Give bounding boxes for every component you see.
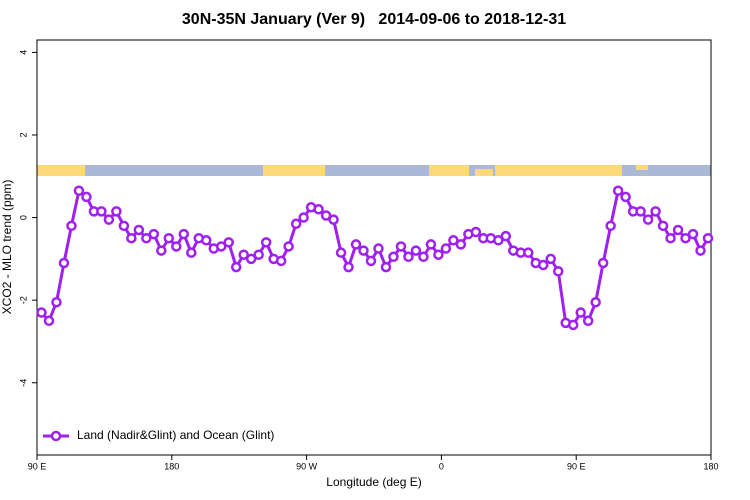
data-point (635, 206, 646, 217)
data-point (283, 241, 294, 252)
x-tick-label: 180 (703, 461, 718, 471)
data-point (403, 251, 414, 263)
data-point (425, 239, 437, 250)
data-point (380, 261, 392, 273)
data-point (215, 241, 227, 252)
data-point (537, 259, 549, 271)
legend: Land (Nadir&Glint) and Ocean (Glint) (43, 428, 274, 442)
data-point (680, 232, 691, 244)
data-point (118, 220, 130, 232)
data-point (320, 210, 332, 221)
y-tick-label: 4 (18, 50, 28, 55)
data-point (313, 204, 324, 215)
data-point (552, 265, 564, 277)
chart-title: 30N-35N January (Ver 9) 2014-09-06 to 20… (182, 11, 566, 28)
data-point (395, 241, 407, 252)
data-point (111, 206, 122, 217)
data-point (590, 296, 601, 308)
data-point (51, 296, 62, 308)
legend-text: Land (Nadir&Glint) and Ocean (Glint) (77, 428, 274, 442)
x-tick-label: 90 W (296, 461, 318, 471)
data-point (245, 253, 257, 265)
data-point (43, 315, 55, 327)
data-point (650, 206, 661, 217)
y-tick-label: -4 (18, 379, 28, 387)
data-point (133, 224, 145, 236)
data-point (350, 239, 362, 250)
data-point (36, 307, 47, 318)
y-tick-label: 0 (18, 215, 28, 220)
data-point (141, 232, 152, 244)
data-point (612, 185, 624, 196)
data-point (582, 315, 594, 327)
data-point (328, 214, 339, 225)
data-point (665, 232, 676, 244)
data-point (223, 237, 234, 248)
data-point (238, 249, 249, 260)
y-axis-label: XCO2 - MLO trend (ppm) (0, 180, 14, 315)
x-tick-label: 90 E (567, 461, 586, 471)
y-tick-label: 2 (18, 132, 28, 137)
data-point (567, 319, 579, 331)
data-point (126, 232, 137, 244)
data-point (230, 261, 242, 273)
data-point (163, 232, 175, 244)
data-point (103, 214, 115, 225)
data-point (148, 228, 160, 240)
data-point (373, 243, 384, 254)
data-point (433, 249, 444, 260)
data-point (620, 191, 631, 203)
data-point (702, 232, 714, 244)
y-tick-label: -2 (18, 296, 28, 304)
data-point (358, 245, 369, 256)
data-point (186, 247, 197, 258)
data-point (448, 235, 459, 246)
data-point (500, 230, 512, 242)
data-point (253, 249, 264, 260)
data-point (81, 191, 92, 203)
data-point (575, 307, 586, 318)
data-point (335, 247, 347, 258)
data-point (73, 185, 85, 196)
data-point (200, 235, 212, 246)
x-tick-label: 90 E (28, 461, 47, 471)
data-point (178, 228, 190, 240)
data-point (695, 245, 706, 256)
data-point (523, 247, 534, 258)
data-point (545, 253, 556, 265)
data-point (388, 251, 399, 263)
x-tick-label: 0 (439, 461, 444, 471)
data-point (605, 220, 616, 232)
data-point (493, 235, 504, 246)
data-point (657, 220, 669, 232)
legend-marker (50, 430, 62, 442)
x-tick-label: 180 (164, 461, 179, 471)
data-point (687, 228, 699, 240)
data-point (365, 255, 377, 267)
data-point (156, 245, 167, 256)
data-point (470, 226, 482, 238)
x-axis-label: Longitude (deg E) (326, 475, 421, 489)
data-point (410, 245, 422, 256)
data-point (455, 239, 467, 250)
data-point (96, 206, 107, 217)
data-point (275, 255, 287, 267)
data-point (418, 251, 429, 263)
data-point (343, 261, 354, 273)
data-point (298, 212, 309, 223)
data-point (597, 257, 609, 269)
data-point (290, 218, 302, 230)
data-point (440, 243, 452, 254)
data-point (66, 220, 77, 232)
data-point (672, 224, 684, 236)
data-point (260, 237, 272, 248)
data-point (171, 241, 182, 252)
land-ocean-strip (37, 165, 711, 176)
data-point (642, 214, 654, 225)
plot-frame (36, 39, 712, 456)
data-point (58, 257, 70, 269)
